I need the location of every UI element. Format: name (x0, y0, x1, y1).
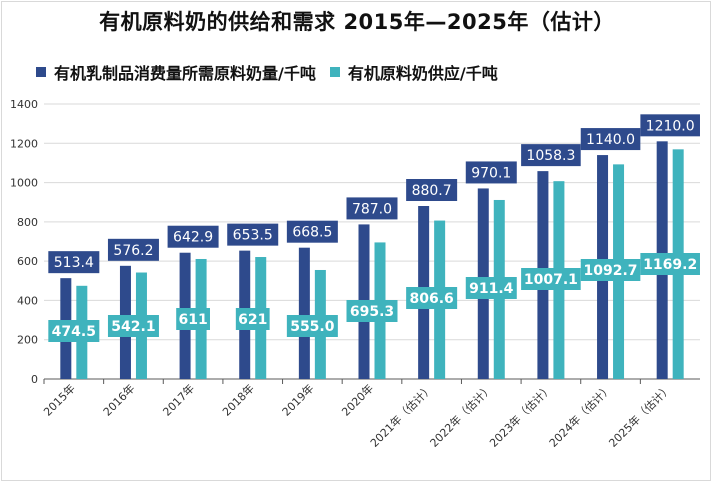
data-label-demand: 970.1 (471, 165, 511, 181)
data-label-box-supply (176, 308, 210, 330)
data-label-box-supply (406, 287, 458, 309)
data-label-supply: 542.1 (111, 319, 155, 335)
data-label-supply: 806.6 (409, 291, 453, 307)
data-label-box-supply (580, 259, 641, 281)
data-label-box-demand (521, 144, 581, 167)
data-label-demand: 1210.0 (646, 118, 695, 134)
x-tick-label: 2019年 (279, 381, 316, 418)
data-label-box-supply (48, 320, 100, 342)
y-tick-label: 600 (17, 255, 38, 268)
data-label-demand: 787.0 (352, 201, 392, 217)
data-label-demand: 513.4 (54, 255, 94, 271)
x-tick-label: 2023年（估计） (486, 381, 555, 450)
x-tick-label: 2024年（估计） (546, 381, 615, 450)
bar-demand (298, 247, 310, 379)
y-tick-label: 200 (17, 334, 38, 347)
legend-item-supply: 有机原料奶供应/千吨 (329, 60, 498, 84)
data-label-supply: 1092.7 (584, 263, 638, 279)
legend-item-demand: 有机乳制品消费量所需原料奶量/千吨 (36, 60, 316, 84)
data-label-demand: 642.9 (173, 230, 213, 246)
y-tick-label: 400 (17, 294, 38, 307)
legend-swatch-supply (329, 67, 340, 77)
data-label-demand: 1058.3 (526, 148, 575, 164)
x-tick-label: 2018年 (219, 381, 256, 418)
x-tick-label: 2021年（估计） (367, 381, 436, 450)
data-label-box-supply (521, 268, 581, 290)
y-tick-label: 0 (31, 373, 38, 386)
data-label-box-supply (640, 253, 700, 275)
y-tick-label: 800 (17, 216, 38, 229)
data-label-box-demand (227, 223, 279, 246)
data-label-supply: 695.3 (350, 304, 394, 320)
chart-title: 有机原料奶的供给和需求 2015年—2025年（估计） (99, 10, 615, 34)
data-label-demand: 668.5 (292, 225, 332, 241)
data-label-box-supply (235, 308, 270, 330)
data-label-box-demand (48, 251, 100, 274)
data-label-box-demand (406, 179, 458, 202)
data-label-supply: 911.4 (469, 281, 514, 297)
data-label-box-demand (465, 161, 517, 184)
data-label-demand: 653.5 (233, 228, 273, 244)
legend-label-demand: 有机乳制品消费量所需原料奶量/千吨 (54, 64, 316, 83)
legend-swatch-demand (36, 67, 46, 77)
data-label-supply: 474.5 (52, 324, 96, 340)
data-label-demand: 576.2 (113, 243, 153, 259)
data-label-box-supply (107, 315, 159, 337)
x-tick-label: 2022年（估计） (427, 381, 496, 450)
x-tick-label: 2015年 (40, 381, 77, 418)
x-tick-label: 2020年 (339, 381, 376, 418)
x-tick-label: 2025年（估计） (606, 381, 675, 450)
x-tick-label: 2016年 (100, 381, 137, 418)
data-label-box-supply (346, 300, 398, 322)
data-label-supply: 555.0 (290, 319, 335, 335)
data-label-supply: 1007.1 (524, 272, 578, 288)
data-label-box-supply (286, 315, 338, 337)
data-label-box-supply (465, 277, 517, 299)
y-tick-label: 1200 (10, 137, 38, 150)
data-label-box-demand (167, 225, 219, 248)
data-label-supply: 611 (178, 312, 207, 328)
y-tick-label: 1400 (10, 98, 38, 111)
data-label-box-demand (640, 114, 700, 137)
data-label-supply: 621 (238, 312, 267, 328)
legend: 有机乳制品消费量所需原料奶量/千吨 有机原料奶供应/千吨 (36, 60, 512, 84)
data-label-supply: 1169.2 (643, 257, 697, 273)
data-label-box-demand (346, 197, 398, 220)
data-label-box-demand (107, 238, 159, 261)
data-label-box-demand (580, 128, 641, 151)
y-tick-label: 1000 (10, 177, 38, 190)
data-label-demand: 880.7 (412, 183, 452, 199)
data-label-box-demand (286, 220, 338, 243)
x-tick-label: 2017年 (160, 381, 197, 418)
legend-label-supply: 有机原料奶供应/千吨 (347, 64, 498, 83)
data-label-demand: 1140.0 (586, 132, 635, 148)
